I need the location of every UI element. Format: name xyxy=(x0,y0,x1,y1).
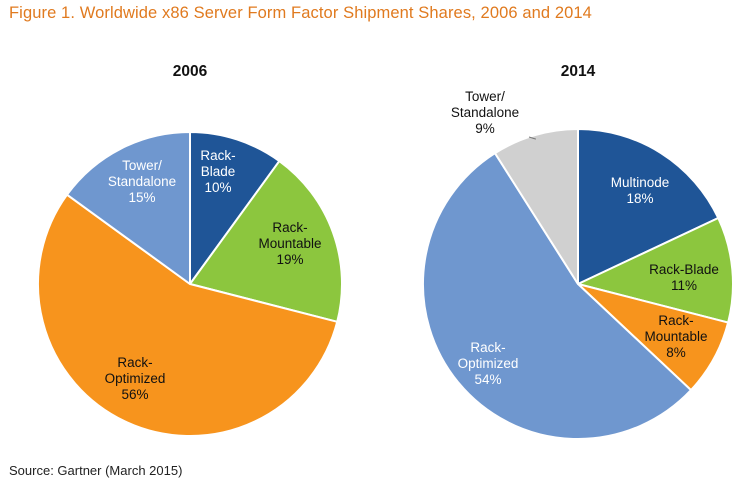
slice-label: Rack-Optimized 56% xyxy=(105,355,166,402)
pie-title-2006: 2006 xyxy=(173,63,208,80)
slice-label: Multinode 18% xyxy=(611,175,670,206)
pie-slice-multinode xyxy=(577,128,720,285)
slice-label: Rack-Optimized 54% xyxy=(458,340,519,387)
slice-label: Rack-Blade 11% xyxy=(649,262,719,293)
pie-2006: 2006 Rack-Blade 10% Rack-Mountable 19% Rack-O… xyxy=(37,63,343,438)
pie-slice-tower-standalone xyxy=(493,128,579,285)
pie-slice-rack-optimized xyxy=(421,152,692,440)
leader-line xyxy=(528,136,537,140)
pie-slice-rack-optimized xyxy=(37,193,339,438)
pie-slice-tower-standalone xyxy=(66,131,191,285)
slice-label: Rack-Mountable 19% xyxy=(258,220,321,267)
pie-slice-rack-blade xyxy=(577,217,735,324)
figure-title: Figure 1. Worldwide x86 Server Form Fact… xyxy=(9,4,592,22)
pie-slice-rack-blade xyxy=(189,131,281,285)
pie-2014: 2014 Multinode 18% Rack-Blade 11% Rack-Mounta… xyxy=(421,63,735,440)
pie-title-2014: 2014 xyxy=(561,63,596,80)
slice-label: Tower/Standalone 15% xyxy=(108,158,176,205)
source-note: Source: Gartner (March 2015) xyxy=(9,463,183,478)
slice-label: Tower/Standalone 9% xyxy=(451,89,519,136)
slice-label: Rack-Mountable 8% xyxy=(644,313,707,360)
pie-slice-rack-mountable xyxy=(189,160,343,323)
slice-label: Rack-Blade 10% xyxy=(200,148,235,195)
